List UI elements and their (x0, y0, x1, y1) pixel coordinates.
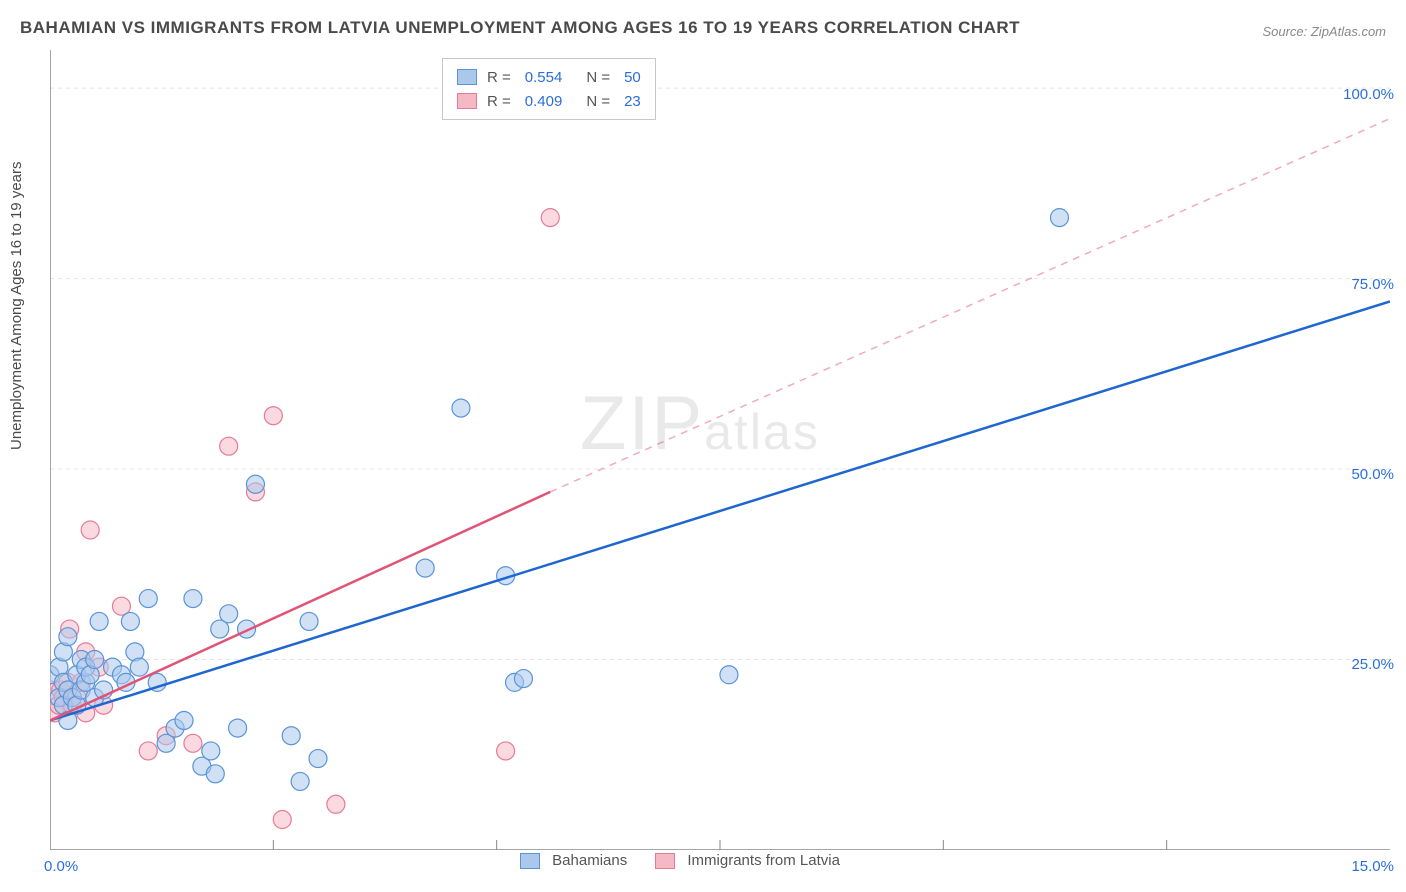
legend-swatch (457, 93, 477, 109)
x-tick-label: 0.0% (44, 858, 78, 875)
plot-area (50, 50, 1390, 850)
legend-swatch (520, 853, 540, 869)
legend-item: Immigrants from Latvia (655, 852, 840, 869)
legend-r-label: R = (487, 93, 511, 110)
y-tick-label: 75.0% (1351, 276, 1394, 293)
x-tick-label: 15.0% (1351, 858, 1394, 875)
legend-item: Bahamians (520, 852, 627, 869)
legend-n-label: N = (586, 93, 610, 110)
legend-n-value: 23 (624, 93, 641, 110)
y-tick-label: 25.0% (1351, 656, 1394, 673)
y-tick-label: 100.0% (1343, 86, 1394, 103)
legend-swatch (457, 69, 477, 85)
legend-series: Bahamians Immigrants from Latvia (520, 852, 840, 869)
y-tick-label: 50.0% (1351, 466, 1394, 483)
legend-n-label: N = (586, 69, 610, 86)
source-attribution: Source: ZipAtlas.com (1262, 24, 1386, 39)
legend-r-value: 0.409 (525, 93, 563, 110)
legend-label: Immigrants from Latvia (687, 852, 840, 869)
chart-title: BAHAMIAN VS IMMIGRANTS FROM LATVIA UNEMP… (20, 18, 1020, 38)
legend-r-label: R = (487, 69, 511, 86)
legend-row: R = 0.554 N = 50 (457, 65, 641, 89)
legend-swatch (655, 853, 675, 869)
legend-label: Bahamians (552, 852, 627, 869)
legend-correlation: R = 0.554 N = 50 R = 0.409 N = 23 (442, 58, 656, 120)
legend-r-value: 0.554 (525, 69, 563, 86)
y-axis-label: Unemployment Among Ages 16 to 19 years (8, 161, 25, 450)
legend-n-value: 50 (624, 69, 641, 86)
chart-svg (50, 50, 1390, 850)
legend-row: R = 0.409 N = 23 (457, 89, 641, 113)
